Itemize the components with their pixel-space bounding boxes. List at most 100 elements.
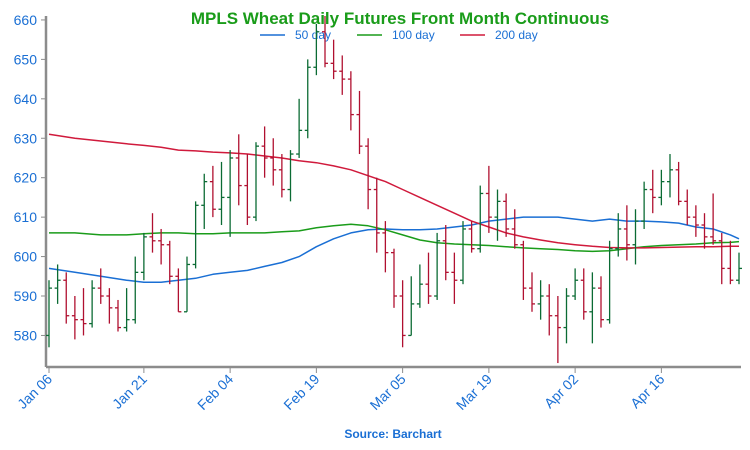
x-tick-label: Apr 16 bbox=[627, 371, 668, 412]
ohlc-bar bbox=[89, 280, 96, 328]
ohlc-bar bbox=[684, 189, 691, 226]
ohlc-bar bbox=[158, 228, 165, 265]
legend-label-200-day: 200 day bbox=[495, 28, 538, 42]
ohlc-bar bbox=[485, 165, 492, 233]
ohlc-bar bbox=[54, 264, 61, 304]
ohlc-bar bbox=[313, 23, 320, 76]
ohlc-bar bbox=[365, 138, 372, 210]
x-axis-ticks: Jan 06 Jan 21 Feb 04 Feb 19 Mar 05 Mar 19 Apr … bbox=[14, 367, 668, 413]
ohlc-bar bbox=[710, 193, 717, 245]
ohlc-bar bbox=[503, 193, 510, 237]
ohlc-bar bbox=[451, 252, 458, 304]
ohlc-bar bbox=[494, 189, 501, 241]
ohlc-bar bbox=[63, 272, 70, 324]
legend-item-200-day: 200 day bbox=[460, 28, 538, 42]
y-tick-label: 660 bbox=[14, 12, 38, 28]
ohlc-bar bbox=[589, 272, 596, 344]
ohlc-bar bbox=[563, 288, 570, 344]
ohlc-bar bbox=[675, 161, 682, 206]
y-tick-label: 590 bbox=[14, 288, 38, 304]
ohlc-bar bbox=[261, 126, 268, 178]
ohlc-bar bbox=[140, 232, 147, 281]
ohlc-bar bbox=[641, 181, 648, 229]
ohlc-bar bbox=[692, 205, 699, 237]
ohlc-bars bbox=[46, 16, 742, 364]
ohlc-bar bbox=[701, 213, 708, 249]
ohlc-bar bbox=[598, 276, 604, 328]
ohlc-bar bbox=[615, 213, 622, 257]
legend-label-100-day: 100 day bbox=[392, 28, 435, 42]
ohlc-bar bbox=[382, 221, 389, 273]
ohlc-bar bbox=[115, 299, 121, 332]
ohlc-bar bbox=[296, 98, 303, 158]
ohlc-bar bbox=[408, 276, 415, 337]
ohlc-bar bbox=[278, 154, 285, 198]
chart-title: MPLS Wheat Daily Futures Front Month Con… bbox=[191, 9, 609, 28]
ohlc-bar bbox=[356, 90, 363, 155]
ohlc-bar bbox=[304, 59, 311, 139]
ohlc-bar bbox=[71, 296, 78, 340]
ohlc-bar bbox=[192, 201, 199, 269]
ohlc-bar bbox=[175, 268, 182, 313]
ohlc-bar bbox=[244, 154, 251, 226]
ohlc-bar bbox=[106, 288, 113, 324]
ohlc-bar bbox=[460, 221, 466, 285]
ohlc-bar bbox=[667, 154, 673, 198]
y-tick-label: 640 bbox=[14, 91, 38, 107]
x-tick-label: Jan 06 bbox=[14, 371, 55, 412]
ohlc-bar bbox=[97, 268, 104, 304]
ohlc-bar bbox=[658, 169, 665, 206]
x-tick-label: Feb 04 bbox=[194, 371, 236, 413]
ohlc-bar bbox=[477, 185, 484, 253]
ohlc-bar bbox=[520, 240, 527, 300]
ohlc-bar bbox=[80, 288, 87, 336]
legend: 50 day 100 day 200 day bbox=[260, 28, 538, 42]
ohlc-bar bbox=[373, 177, 380, 253]
legend-item-100-day: 100 day bbox=[357, 28, 435, 42]
ohlc-bar bbox=[132, 256, 139, 324]
ohlc-bar bbox=[253, 142, 259, 222]
ohlc-bar bbox=[166, 240, 173, 285]
ohlc-bar bbox=[235, 134, 242, 206]
ohlc-bar bbox=[434, 232, 441, 300]
ohlc-bar bbox=[46, 280, 52, 348]
ohlc-bar bbox=[287, 150, 294, 202]
x-tick-label: Mar 05 bbox=[367, 371, 409, 413]
ohlc-bar bbox=[511, 209, 518, 249]
ohlc-bar bbox=[632, 209, 639, 265]
ohlc-bar bbox=[416, 264, 423, 308]
ohlc-bar bbox=[149, 213, 156, 253]
ohlc-bar bbox=[399, 280, 406, 348]
legend-item-50-day: 50 day bbox=[260, 28, 331, 42]
ohlc-bar bbox=[537, 280, 544, 320]
ohlc-bar bbox=[718, 232, 725, 285]
ohlc-bar bbox=[736, 252, 742, 285]
y-tick-label: 630 bbox=[14, 130, 38, 146]
ohlc-bar bbox=[330, 39, 337, 80]
y-tick-label: 600 bbox=[14, 249, 38, 265]
ohlc-bar bbox=[649, 169, 656, 214]
ohlc-bar bbox=[572, 268, 579, 300]
y-tick-label: 610 bbox=[14, 209, 38, 225]
ohlc-bar bbox=[339, 55, 346, 95]
x-tick-label: Feb 19 bbox=[280, 371, 322, 413]
ohlc-bar bbox=[347, 71, 354, 131]
x-tick-label: Mar 19 bbox=[453, 371, 495, 413]
ohlc-bar bbox=[580, 268, 587, 320]
ohlc-bar bbox=[554, 296, 561, 364]
ohlc-bar bbox=[184, 256, 190, 313]
x-tick-label: Jan 21 bbox=[109, 371, 150, 412]
ohlc-bar bbox=[218, 161, 225, 226]
x-tick-label: Apr 02 bbox=[541, 371, 582, 412]
y-tick-label: 620 bbox=[14, 170, 38, 186]
ohlc-bar bbox=[529, 272, 535, 312]
ohlc-bar bbox=[606, 240, 613, 324]
ohlc-bar bbox=[623, 205, 630, 261]
ohlc-bar bbox=[322, 16, 328, 68]
ohlc-bar bbox=[123, 288, 130, 332]
y-tick-label: 650 bbox=[14, 51, 38, 67]
ohlc-bar bbox=[442, 225, 449, 281]
y-tick-label: 580 bbox=[14, 327, 38, 343]
ohlc-bar bbox=[391, 248, 397, 308]
ohlc-bar bbox=[546, 284, 553, 336]
